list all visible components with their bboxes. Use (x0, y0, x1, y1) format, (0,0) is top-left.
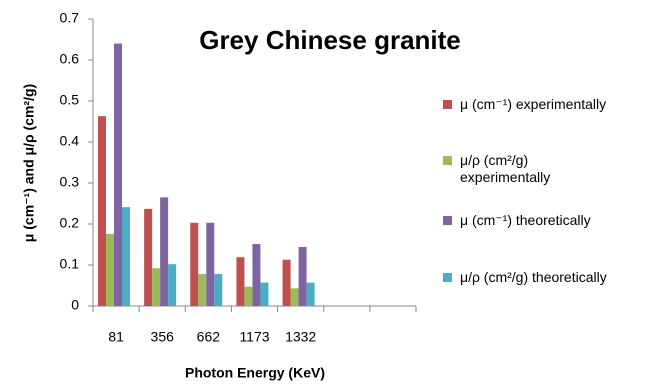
y-tick-label: 0.6 (60, 51, 80, 67)
x-tick-label: 356 (151, 329, 175, 345)
bar (198, 274, 207, 306)
legend-swatch (443, 216, 452, 225)
bar (252, 244, 261, 306)
y-tick-label: 0.1 (60, 256, 80, 272)
x-tick-label: 662 (197, 329, 221, 345)
legend-item: μ/ρ (cm²/g) experimentally (440, 152, 650, 186)
bar (160, 197, 169, 306)
x-axis-title: Photon Energy (KeV) (185, 365, 325, 381)
bar (290, 288, 299, 306)
y-tick-label: 0.2 (60, 215, 80, 231)
legend-label: μ (cm⁻¹) experimentally (460, 96, 607, 112)
bar (282, 259, 291, 306)
legend-swatch (443, 156, 452, 165)
bar (168, 264, 177, 306)
x-tick-label: 1332 (285, 329, 316, 345)
y-tick-label: 0.5 (60, 92, 80, 108)
bar (244, 286, 253, 306)
y-tick-label: 0 (71, 297, 79, 313)
bar (206, 222, 215, 306)
y-axis-title: μ (cm⁻¹) and μ/ρ (cm²/g) (21, 84, 37, 242)
bar (114, 43, 122, 306)
bar (152, 268, 161, 306)
x-tick-label: 1173 (239, 329, 269, 345)
legend-item: μ (cm⁻¹) theoretically (440, 212, 650, 229)
legend-swatch (443, 273, 452, 282)
x-tick-label: 81 (108, 329, 124, 345)
bar (144, 208, 153, 306)
y-tick-label: 0.4 (60, 133, 80, 149)
legend-item: μ (cm⁻¹) experimentally (440, 96, 650, 113)
legend-swatch (443, 100, 452, 109)
bar (190, 222, 199, 306)
chart-title: Grey Chinese granite (199, 25, 461, 55)
bar (214, 274, 223, 306)
legend-label: μ/ρ (cm²/g) theoretically (460, 269, 607, 285)
legend-label: μ (cm⁻¹) theoretically (460, 212, 591, 228)
bar (98, 116, 106, 306)
bar (236, 257, 245, 306)
legend-label: μ/ρ (cm²/g) experimentally (460, 152, 551, 185)
legend-item: μ/ρ (cm²/g) theoretically (440, 269, 650, 286)
y-tick-label: 0.7 (60, 10, 80, 26)
bar (122, 207, 130, 306)
bar (106, 233, 114, 306)
bar (306, 282, 315, 306)
bar (260, 282, 269, 306)
bar (298, 246, 307, 306)
y-tick-label: 0.3 (60, 174, 80, 190)
